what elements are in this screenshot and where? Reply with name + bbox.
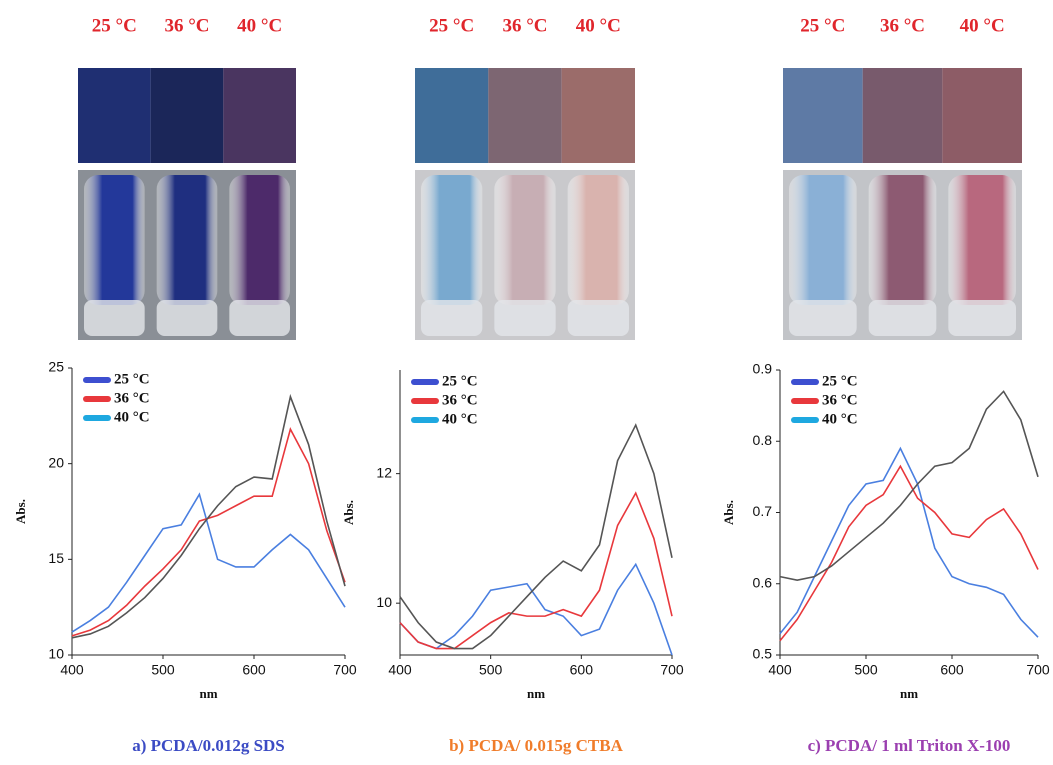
legend-label: 40 °C	[442, 411, 478, 427]
x-tick-label: 400	[388, 662, 412, 678]
y-tick-label: 0.6	[753, 574, 773, 590]
vial	[157, 175, 218, 305]
vial	[869, 175, 937, 305]
color-swatch	[863, 68, 943, 163]
y-tick-label: 0.9	[753, 361, 773, 377]
caption: c) PCDA/ 1 ml Triton X-100	[808, 736, 1011, 755]
vial	[568, 175, 629, 305]
legend-label: 36 °C	[114, 390, 150, 406]
vial	[421, 175, 482, 305]
y-tick-label: 25	[48, 359, 64, 375]
spectrum-line	[780, 448, 1038, 637]
temperature-label: 40 °C	[237, 15, 282, 36]
x-tick-label: 600	[242, 662, 266, 678]
temperature-label: 25 °C	[800, 15, 845, 36]
y-tick-label: 20	[48, 454, 64, 470]
spectrum-line	[72, 429, 345, 636]
caption: a) PCDA/0.012g SDS	[132, 736, 285, 755]
y-axis-label: Abs.	[721, 500, 736, 525]
vial	[789, 175, 857, 305]
y-tick-label: 15	[48, 550, 64, 566]
color-swatch	[562, 68, 635, 163]
x-tick-label: 600	[940, 662, 964, 678]
legend-label: 36 °C	[822, 392, 858, 408]
color-swatch	[415, 68, 488, 163]
vial	[494, 175, 555, 305]
vial-base	[568, 300, 629, 336]
y-tick-label: 10	[48, 646, 64, 662]
color-swatch	[223, 68, 296, 163]
y-tick-label: 10	[376, 594, 392, 610]
temperature-label: 40 °C	[576, 15, 621, 36]
color-swatch	[942, 68, 1022, 163]
legend-label: 40 °C	[114, 409, 150, 425]
x-tick-label: 500	[479, 662, 503, 678]
legend-label: 25 °C	[822, 373, 858, 389]
vial-base	[869, 300, 937, 336]
temperature-label: 36 °C	[502, 15, 547, 36]
temperature-label: 36 °C	[880, 15, 925, 36]
vial-base	[84, 300, 145, 336]
legend-label: 40 °C	[822, 411, 858, 427]
temperature-label: 36 °C	[164, 15, 209, 36]
temperature-label: 40 °C	[960, 15, 1005, 36]
vial-base	[494, 300, 555, 336]
vial-base	[948, 300, 1016, 336]
legend-label: 25 °C	[442, 373, 478, 389]
x-tick-label: 600	[570, 662, 594, 678]
temperature-label: 25 °C	[429, 15, 474, 36]
caption: b) PCDA/ 0.015g CTBA	[449, 736, 624, 755]
spectrum-line	[72, 494, 345, 632]
temperature-label: 25 °C	[92, 15, 137, 36]
y-tick-label: 0.5	[753, 646, 773, 662]
x-tick-label: 500	[854, 662, 878, 678]
vial-base	[157, 300, 218, 336]
vial-base	[421, 300, 482, 336]
x-tick-label: 400	[60, 662, 84, 678]
vial	[948, 175, 1016, 305]
y-axis-label: Abs.	[13, 499, 28, 524]
x-axis-label: nm	[527, 686, 545, 701]
y-axis-label: Abs.	[341, 500, 356, 525]
x-tick-label: 700	[660, 662, 684, 678]
color-swatch	[783, 68, 863, 163]
legend-label: 36 °C	[442, 392, 478, 408]
x-axis-label: nm	[199, 686, 217, 701]
spectrum-line	[400, 425, 672, 648]
color-swatch	[488, 68, 561, 163]
x-tick-label: 500	[151, 662, 175, 678]
x-tick-label: 700	[333, 662, 357, 678]
vial-base	[789, 300, 857, 336]
vial-base	[229, 300, 290, 336]
color-swatch	[151, 68, 224, 163]
y-tick-label: 12	[376, 464, 392, 480]
y-tick-label: 0.8	[753, 432, 773, 448]
legend-label: 25 °C	[114, 371, 150, 387]
figure: 25 °C 36 °C 40 °C 25 °C 36 °C 40 °C 25 °C 36 °C…	[0, 0, 1053, 765]
spectrum-line	[400, 564, 672, 655]
color-swatch	[78, 68, 151, 163]
y-tick-label: 0.7	[753, 503, 773, 519]
x-tick-label: 700	[1026, 662, 1050, 678]
x-axis-label: nm	[900, 686, 918, 701]
x-tick-label: 400	[768, 662, 792, 678]
vial	[229, 175, 290, 305]
vial	[84, 175, 145, 305]
spectrum-line	[780, 466, 1038, 641]
